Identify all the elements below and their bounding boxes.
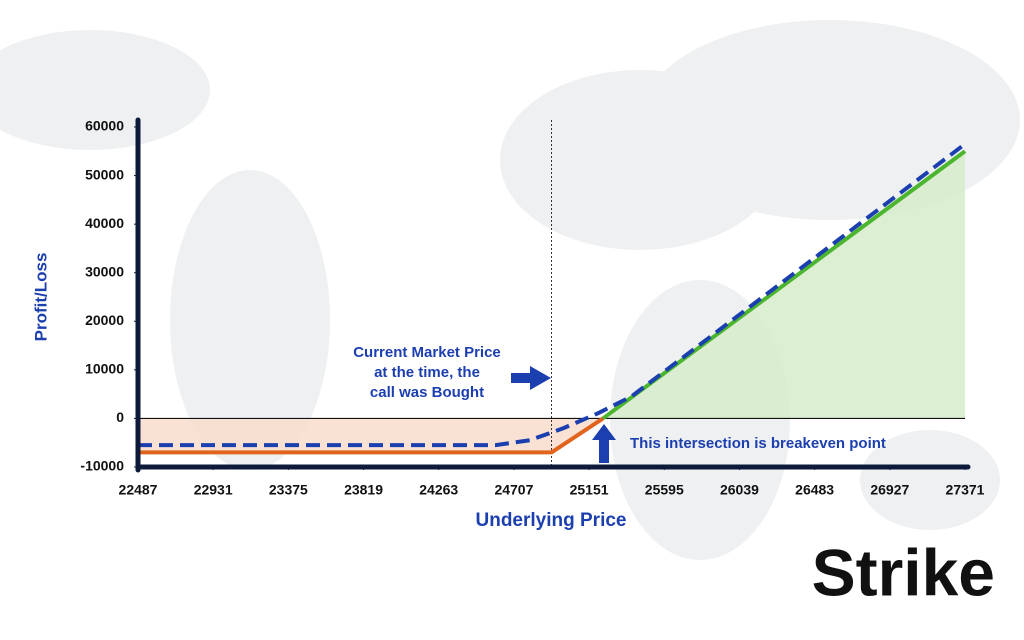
x-tick-label: 22931 <box>194 482 233 498</box>
y-tick-label: 60000 <box>85 118 124 134</box>
y-tick-label: 50000 <box>85 166 124 182</box>
y-tick-label: 40000 <box>85 215 124 231</box>
y-tick-label: 0 <box>116 409 124 425</box>
x-tick-label: 26483 <box>795 482 834 498</box>
x-tick-label: 27371 <box>946 482 985 498</box>
background-map <box>0 20 1020 560</box>
x-tick-label: 24707 <box>494 482 533 498</box>
x-tick-label: 24263 <box>419 482 458 498</box>
logo: Strike <box>812 535 995 609</box>
up-arrow <box>592 424 616 463</box>
y-axis-label: Profit/Loss <box>31 253 50 342</box>
line <box>138 416 605 455</box>
y-tick-label: 20000 <box>85 312 124 328</box>
x-tick-label: 25151 <box>570 482 609 498</box>
area-fill <box>138 418 603 453</box>
y-tick-label: 10000 <box>85 361 124 377</box>
x-tick-label: 22487 <box>119 482 158 498</box>
x-tick-label: 23375 <box>269 482 308 498</box>
y-tick-label: -10000 <box>80 458 124 474</box>
x-tick-label: 26039 <box>720 482 759 498</box>
plot: -10000 0 10000 20000 30000 40000 50000 60000 224… <box>80 117 985 498</box>
line <box>601 149 967 421</box>
annotation: at the time, the <box>374 364 480 381</box>
x-axis-label: Underlying Price <box>476 510 627 531</box>
left-arrow <box>511 366 551 390</box>
y-tick-label: 30000 <box>85 263 124 279</box>
x-tick-label: 23819 <box>344 482 383 498</box>
annotation: Current Market Price <box>353 344 501 361</box>
x-tick-label: 26927 <box>870 482 909 498</box>
annotation: This intersection is breakeven point <box>630 435 886 452</box>
x-tick-label: 25595 <box>645 482 684 498</box>
line <box>138 142 967 448</box>
annotation: call was Bought <box>370 384 484 401</box>
